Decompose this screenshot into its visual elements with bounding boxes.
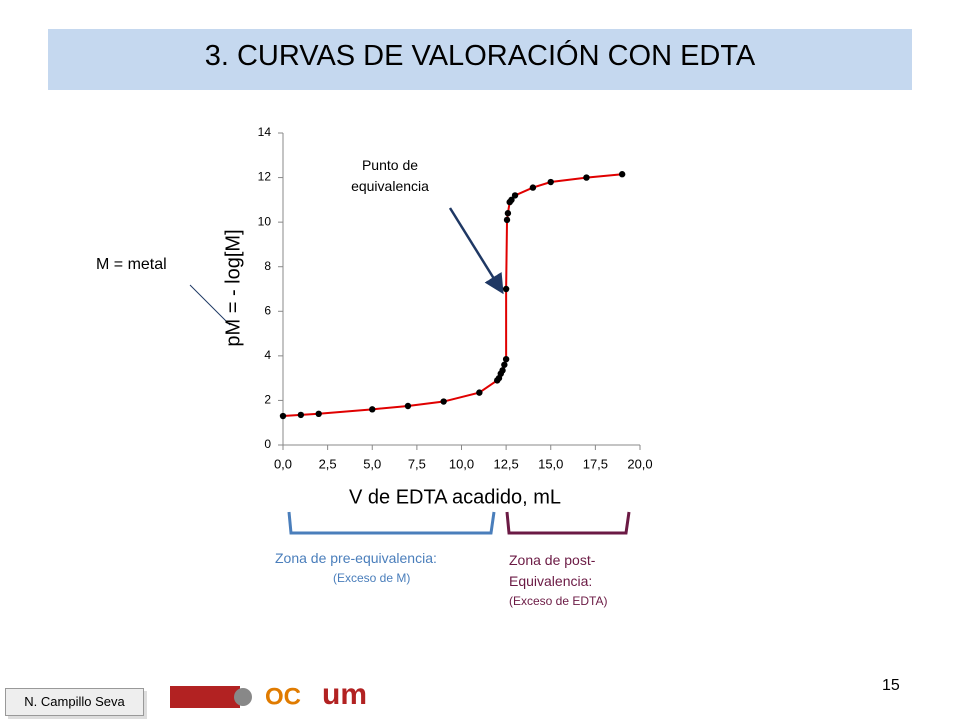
zone-title: Zona de pre-equivalencia: — [275, 550, 437, 566]
author: N. Campillo Seva — [5, 688, 144, 716]
point — [369, 406, 376, 413]
point — [547, 178, 554, 186]
y-tick-label: 6 — [264, 303, 271, 317]
x-tick-label: 5,0 — [363, 456, 381, 471]
point — [511, 192, 519, 199]
page-number: 15 — [882, 677, 900, 694]
x-tick-label: 10,0 — [449, 456, 474, 471]
y-tick-label: 2 — [264, 393, 271, 407]
y-axis-label: pM = - log[M] — [222, 229, 244, 346]
logo-um: um — [322, 678, 367, 711]
point — [618, 171, 626, 178]
point — [508, 196, 515, 204]
x-tick-label: 20,0 — [627, 456, 652, 471]
point — [279, 412, 287, 420]
point — [502, 356, 510, 363]
x-tick-label: 2,5 — [319, 456, 337, 471]
zone-note: (Exceso de EDTA) — [509, 594, 608, 608]
x-axis-label: V de EDTA acadido, mL — [349, 486, 561, 508]
slide-title: 3. CURVAS DE VALORACIÓN CON EDTA — [204, 40, 756, 72]
y-tick-label: 8 — [264, 259, 271, 273]
title-bar — [48, 29, 912, 90]
point — [499, 367, 506, 374]
y-tick-label: 4 — [264, 348, 271, 362]
logo-umu — [170, 686, 240, 708]
y-tick-label: 10 — [258, 214, 272, 228]
logo-ocw: OC — [265, 683, 301, 710]
point — [503, 216, 511, 224]
zone-bracket — [505, 511, 631, 535]
annotation-arrow — [448, 207, 504, 295]
zone-title: Zona de post- Equivalencia: — [509, 552, 596, 589]
annotation-arrow — [189, 284, 231, 326]
annotation: Punto de equivalencia — [351, 157, 429, 194]
logo-seal — [234, 688, 252, 706]
x-tick-label: 17,5 — [583, 456, 608, 471]
zone-bracket — [287, 511, 496, 535]
y-tick-label: 14 — [258, 125, 272, 139]
x-tick-label: 12,5 — [493, 456, 518, 471]
point — [404, 402, 412, 410]
point — [501, 361, 508, 368]
x-tick-label: 7,5 — [408, 456, 426, 471]
point — [583, 174, 590, 181]
point — [529, 184, 537, 191]
point — [476, 389, 483, 396]
x-tick-label: 15,0 — [538, 456, 563, 471]
point — [315, 410, 322, 417]
x-tick-label: 0,0 — [274, 456, 292, 471]
y-tick-label: 0 — [264, 437, 271, 451]
zone-note: (Exceso de M) — [333, 571, 411, 585]
point — [504, 210, 512, 217]
annotation: M = metal — [96, 256, 167, 273]
point — [502, 285, 510, 293]
point — [297, 411, 305, 419]
y-tick-label: 12 — [258, 170, 272, 184]
point — [440, 398, 447, 405]
